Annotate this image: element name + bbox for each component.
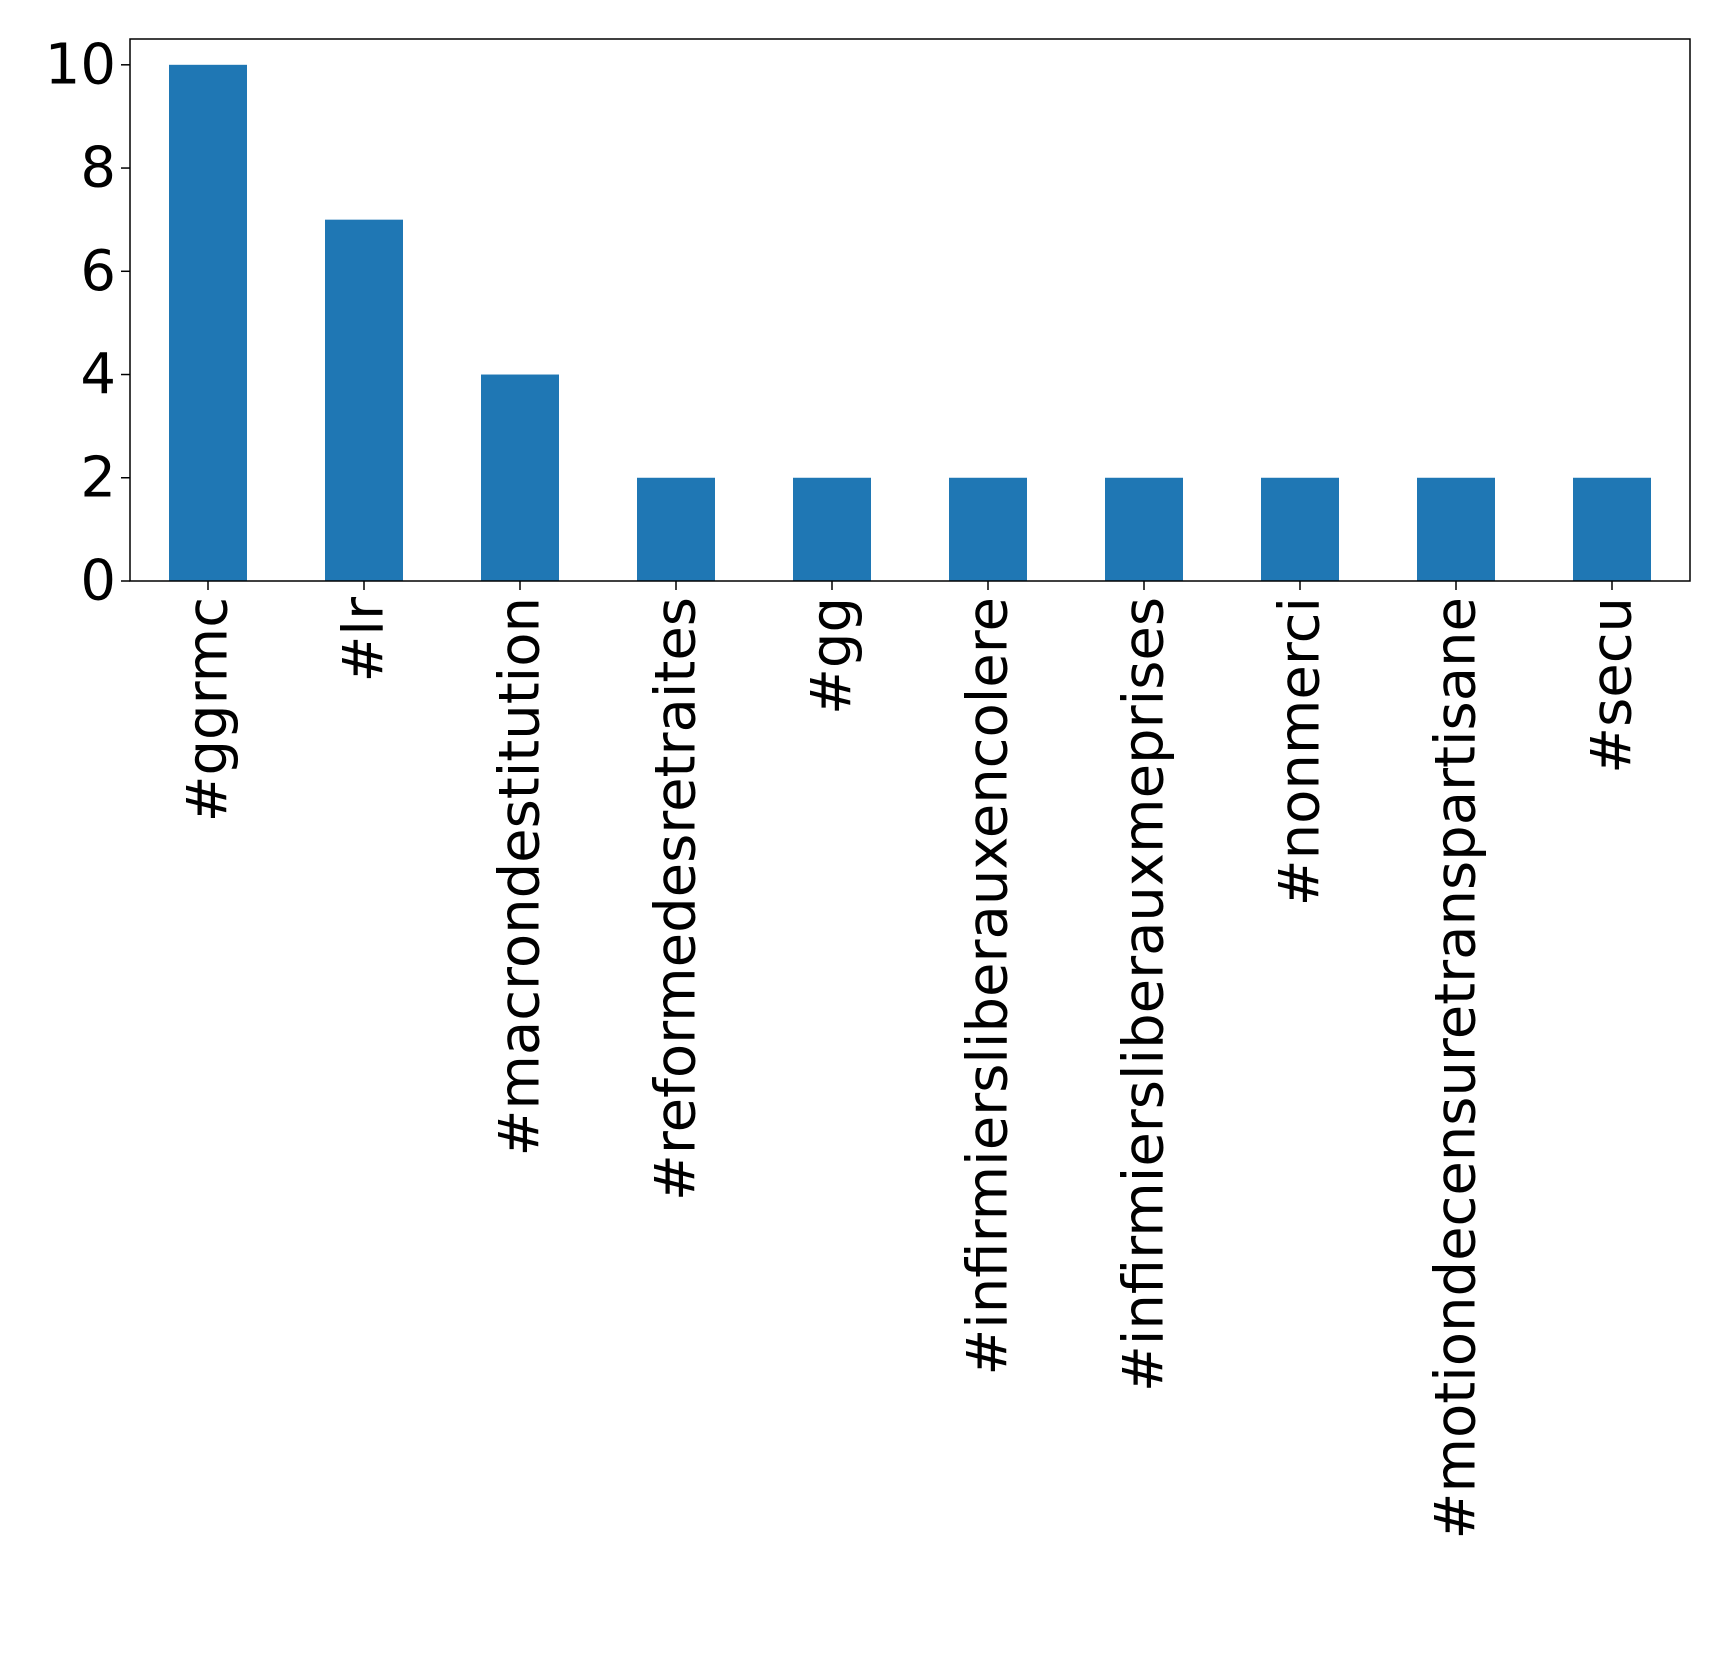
plot-frame [129, 38, 1691, 582]
bar-3 [637, 477, 715, 581]
y-tick-label: 0 [80, 549, 116, 614]
bar-1 [325, 219, 403, 581]
x-tick-label: #ggrmc [176, 597, 241, 822]
bar-2 [481, 374, 559, 581]
x-tick-label: #nonmerci [1268, 597, 1333, 906]
bar-9 [1573, 477, 1651, 581]
x-tick-label: #reformedesretraites [644, 597, 709, 1201]
bar-8 [1417, 477, 1495, 581]
y-tick-label: 10 [45, 32, 116, 97]
bar-6 [1105, 477, 1183, 581]
bar-7 [1261, 477, 1339, 581]
x-tick-label: #gg [800, 597, 865, 715]
bar-4 [793, 477, 871, 581]
x-tick-label: #lr [332, 596, 397, 682]
x-tick-label: #motiondecensuretranspartisane [1424, 597, 1489, 1539]
x-tick-label: #macrondestitution [488, 597, 553, 1157]
y-tick-label: 6 [80, 239, 116, 304]
bar-0 [169, 64, 247, 582]
bars-group [169, 64, 1651, 582]
x-tick-label: #secu [1580, 597, 1645, 774]
y-tick-label: 4 [80, 342, 116, 407]
x-axis-ticks: #ggrmc #lr #macrondestitution #reformedesre… [176, 581, 1645, 1539]
bar-5 [949, 477, 1027, 581]
y-tick-label: 2 [80, 445, 116, 510]
y-tick-label: 8 [80, 136, 116, 201]
x-tick-label: #infirmiersliberauxmeprises [1112, 597, 1177, 1392]
y-axis-ticks: 0 2 4 6 8 10 [45, 32, 130, 614]
x-tick-label: #infirmiersliberauxencolere [956, 597, 1021, 1376]
